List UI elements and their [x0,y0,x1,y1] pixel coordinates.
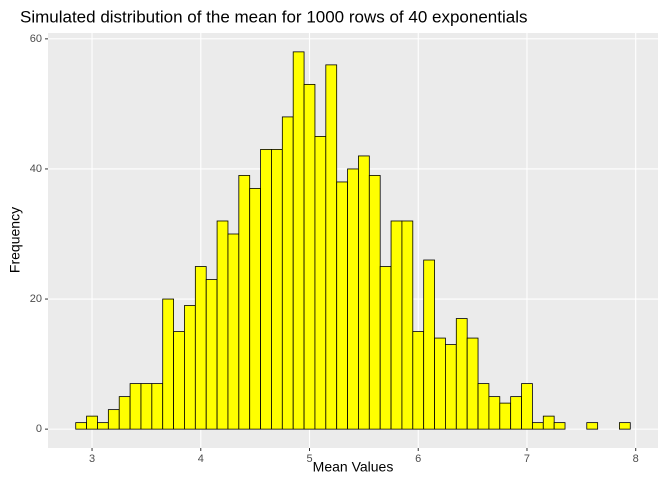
bar [140,383,153,430]
y-tick-label: 60 [30,33,42,45]
bar [499,402,512,430]
bar [260,149,272,430]
bar [75,422,88,430]
bar [379,266,392,430]
x-tick-label: 8 [633,453,639,465]
bar [129,383,142,430]
bar [618,422,631,430]
bar [521,383,533,430]
bar [281,116,294,430]
bar [86,415,98,430]
bar [488,396,501,430]
bar [586,422,599,430]
bar [173,331,185,430]
x-tick-label: 3 [89,453,95,465]
bar [445,344,457,430]
y-tick-label: 0 [36,423,42,435]
bar [216,220,229,430]
bar [162,298,174,430]
bar [477,383,490,430]
bar [434,337,446,430]
bar [107,409,120,430]
x-tick-label: 5 [306,453,312,465]
x-axis-title: Mean Values [313,459,394,475]
bar [184,305,196,430]
bar [314,136,327,430]
bar [390,220,403,430]
bar [542,415,555,430]
bar [553,422,566,430]
bar [347,168,359,430]
bar [271,149,283,430]
y-tick-label: 20 [30,293,42,305]
bar [97,422,109,430]
bar [325,64,338,430]
bar [194,266,207,430]
bar [368,175,381,430]
chart-title: Simulated distribution of the mean for 1… [20,7,527,26]
bar [336,181,348,430]
x-tick-label: 4 [198,453,204,465]
bar [151,383,164,430]
bar [238,175,251,430]
bars [75,51,631,430]
bar [205,279,218,430]
bar [401,220,414,430]
bar [227,233,240,430]
bar [358,155,370,430]
y-tick-label: 40 [30,163,42,175]
bar [118,396,131,430]
bar [510,396,522,430]
bar [249,188,261,430]
bar [412,331,425,430]
bar [303,83,316,430]
bar [532,422,544,430]
bar [292,51,305,430]
bar [466,337,479,430]
y-axis-title: Frequency [7,207,23,273]
bar [423,259,435,430]
x-tick-label: 6 [415,453,421,465]
bar [455,318,468,430]
x-tick-label: 7 [524,453,530,465]
